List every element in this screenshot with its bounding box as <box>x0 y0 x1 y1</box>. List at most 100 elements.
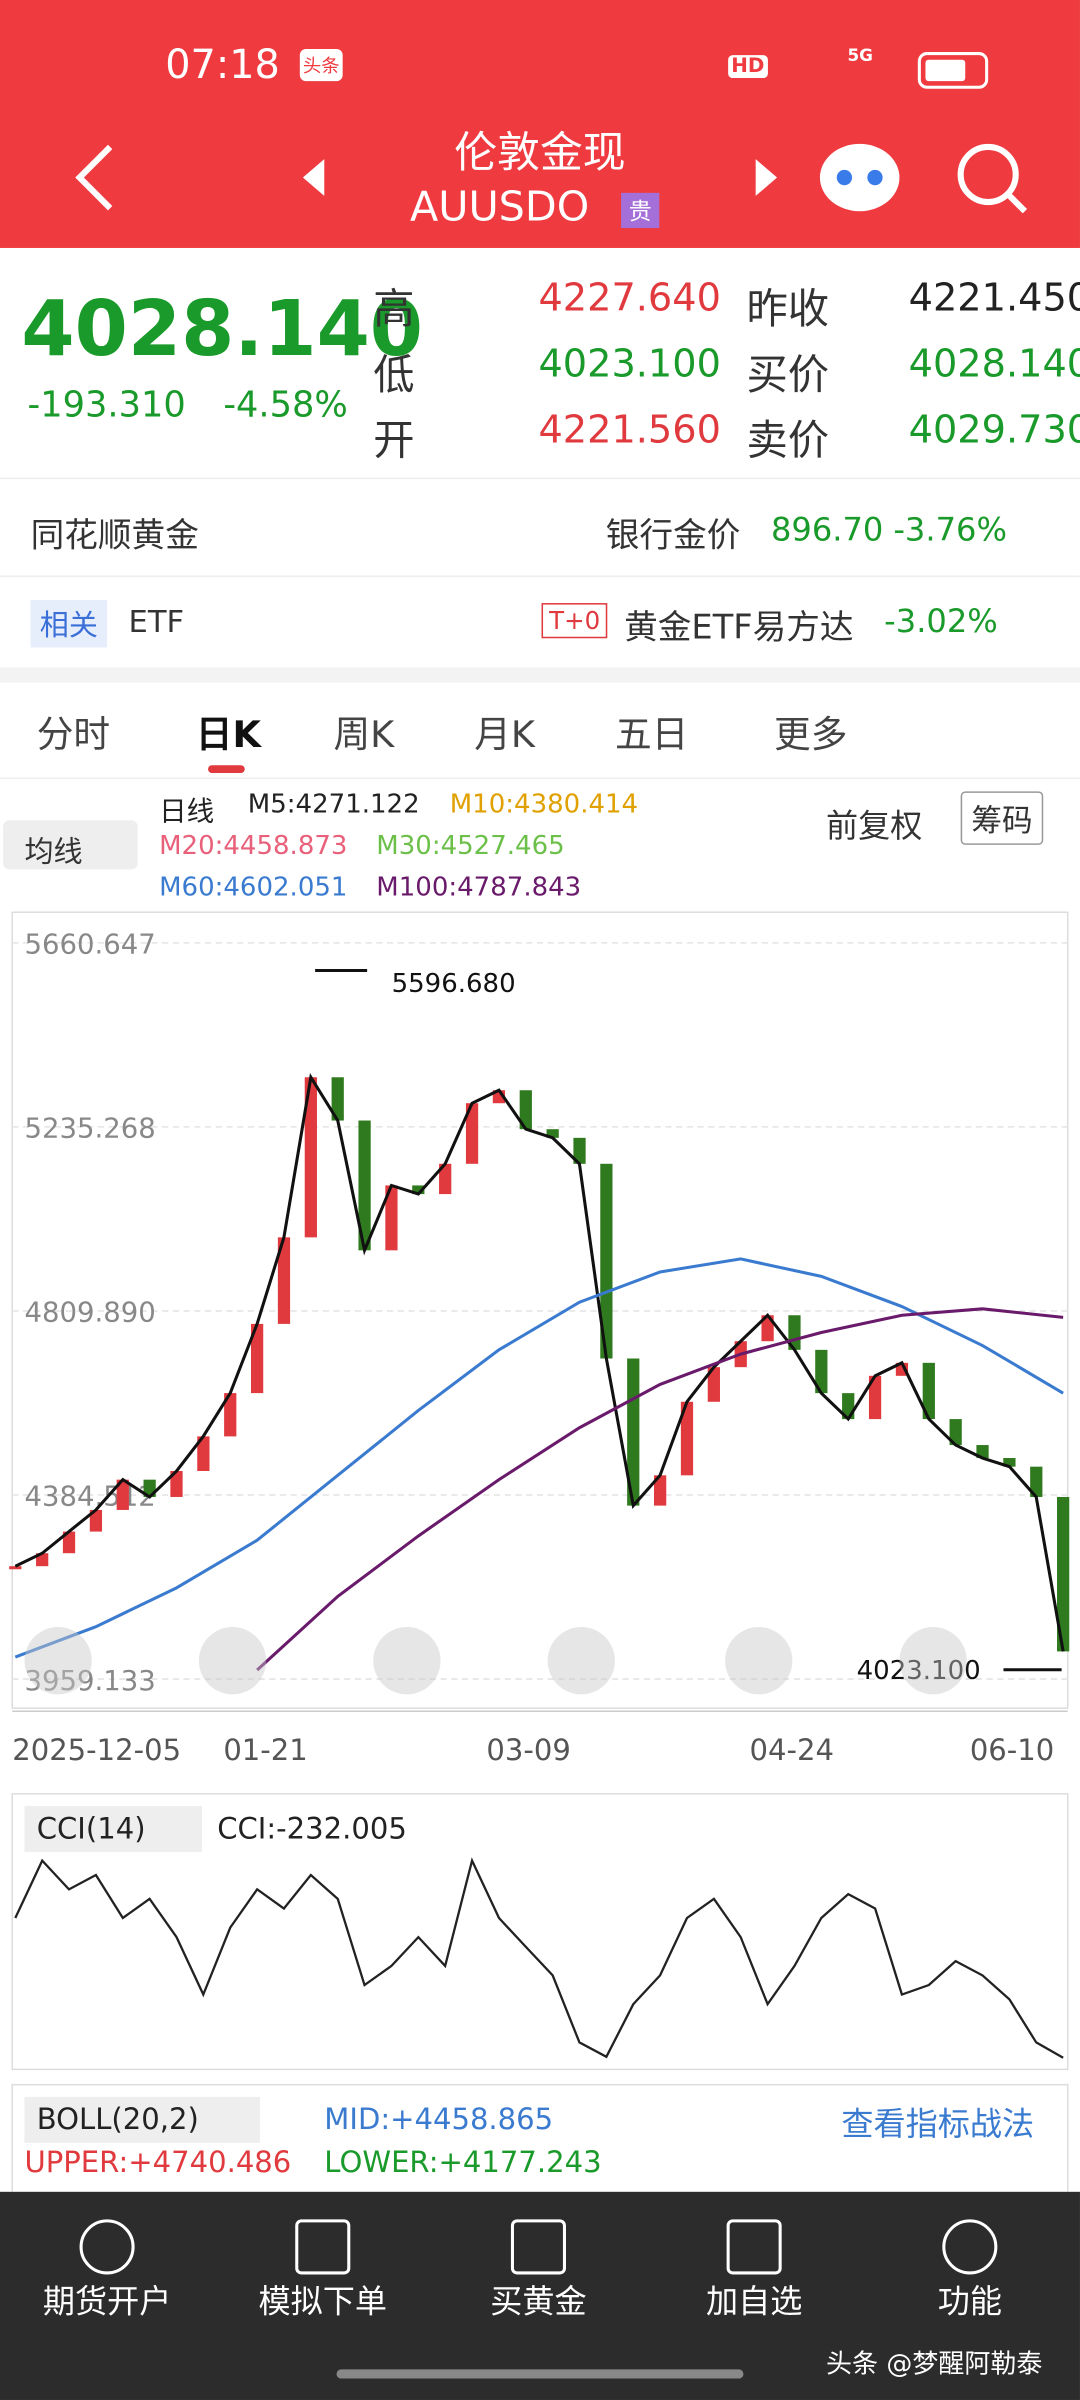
etf-pct: -3.02% <box>884 603 998 640</box>
nav-label[interactable]: 期货开户 <box>42 2283 172 2321</box>
legend-item: M5:4271.122 <box>247 789 420 821</box>
quote-cell: 卖价 <box>746 417 830 466</box>
boll-label[interactable]: BOLL(20,2) <box>36 2103 199 2137</box>
pct: -4.58% <box>223 385 348 426</box>
watermark: 头条 @梦醒阿勒泰 <box>826 2349 1043 2381</box>
cci-frame <box>11 1793 1069 2071</box>
nav-label[interactable]: 功能 <box>937 2283 1002 2321</box>
nav-icon[interactable] <box>79 2219 135 2275</box>
ma-line <box>14 1072 1065 1652</box>
candle <box>170 1471 183 1497</box>
header-icons <box>75 143 1028 214</box>
y-tick-label: 3959.133 <box>24 1665 155 1697</box>
chart-button[interactable] <box>198 1627 267 1695</box>
candle <box>868 1375 882 1420</box>
y-tick-label: 4809.890 <box>24 1297 155 1329</box>
chart-button[interactable] <box>899 1627 967 1695</box>
legend-item: M100:4787.843 <box>376 872 582 904</box>
chips[interactable]: 筹码 <box>960 791 1044 845</box>
candle <box>439 1163 452 1195</box>
quote-cell: 昨收 <box>746 286 830 334</box>
nav-icon[interactable] <box>510 2219 566 2275</box>
quote-cell: 买价 <box>746 352 830 400</box>
candle <box>627 1358 640 1506</box>
low-label: 4023.100 <box>857 1656 981 1686</box>
change: -193.310 <box>27 385 186 426</box>
legend-item: M20:4458.873 <box>159 831 348 862</box>
chart-button[interactable] <box>547 1627 615 1695</box>
robot[interactable] <box>819 143 900 212</box>
candle <box>519 1090 532 1130</box>
nav-label[interactable]: 加自选 <box>705 2283 803 2321</box>
candle <box>976 1445 989 1459</box>
candle <box>277 1237 291 1324</box>
gold-price: 896.70 <box>770 511 884 548</box>
gold-pct: -3.76% <box>893 511 1007 548</box>
y-tick-label: 5660.647 <box>24 929 155 961</box>
chart-button[interactable] <box>373 1627 441 1695</box>
candle <box>815 1349 828 1394</box>
next[interactable] <box>755 159 778 196</box>
tag: 贵 <box>621 192 660 229</box>
candle <box>546 1129 559 1138</box>
back[interactable] <box>75 144 113 211</box>
candle <box>1030 1466 1043 1497</box>
ma-kind[interactable]: 均线 <box>24 835 83 870</box>
candle <box>250 1323 264 1394</box>
candle <box>224 1393 237 1437</box>
nav-icon[interactable] <box>942 2219 998 2275</box>
fq[interactable]: 前复权 <box>826 808 923 845</box>
candle <box>573 1137 586 1164</box>
time: 07:18 <box>165 42 280 89</box>
cci-label[interactable]: CCI(14) <box>36 1812 146 1846</box>
code: AUUSDO <box>409 183 590 232</box>
candle <box>62 1531 76 1554</box>
chart-button[interactable] <box>24 1627 92 1695</box>
etf-name[interactable]: ETF <box>128 603 185 640</box>
candle <box>1057 1496 1070 1652</box>
chart-button[interactable] <box>725 1627 793 1695</box>
tab[interactable]: 更多 <box>774 713 848 757</box>
candle <box>465 1103 479 1164</box>
candle <box>600 1163 613 1359</box>
cci-line <box>14 1857 1064 2059</box>
net: 5G <box>847 45 873 66</box>
candle <box>89 1509 103 1532</box>
quote-cell: 4023.100 <box>538 341 721 386</box>
candle <box>412 1185 425 1195</box>
candle <box>36 1553 49 1567</box>
tab[interactable]: 分时 <box>36 713 111 757</box>
search[interactable] <box>957 143 1019 206</box>
candle <box>358 1120 371 1251</box>
nav-icon[interactable] <box>295 2219 351 2275</box>
nav-label[interactable]: 模拟下单 <box>258 2283 388 2321</box>
tab[interactable]: 周K <box>333 713 395 757</box>
nav-icon[interactable] <box>726 2219 782 2275</box>
candle <box>197 1436 210 1472</box>
tab[interactable]: 月K <box>474 713 536 757</box>
quote-cell: 4221.560 <box>538 407 721 452</box>
boll-mid: MID:+4458.865 <box>324 2103 554 2137</box>
tab[interactable]: 日K <box>195 713 261 757</box>
tab[interactable]: 五日 <box>614 713 689 757</box>
prev[interactable] <box>302 159 325 196</box>
candle <box>9 1566 22 1570</box>
candle <box>331 1077 344 1121</box>
candle <box>1003 1458 1016 1467</box>
nav-label[interactable]: 买黄金 <box>490 2283 587 2321</box>
x-tick-label: 06-10 <box>970 1733 1054 1767</box>
ma-line <box>256 1307 1064 1672</box>
etf-fund[interactable]: 黄金ETF易方达 <box>624 609 854 648</box>
candle <box>654 1475 667 1506</box>
x-tick-label: 03-09 <box>486 1733 570 1767</box>
boll-link[interactable]: 查看指标战法 <box>841 2106 1035 2143</box>
candle <box>761 1315 774 1342</box>
x-tick-label: 2025-12-05 <box>12 1733 181 1767</box>
legend-item: M30:4527.465 <box>376 831 565 862</box>
gold-label: 银行金价 <box>605 517 741 556</box>
gold-name[interactable]: 同花顺黄金 <box>30 517 199 556</box>
candle <box>304 1077 317 1238</box>
x-tick-label: 01-21 <box>223 1733 307 1767</box>
quote-cell: 4029.730 <box>908 407 1080 452</box>
